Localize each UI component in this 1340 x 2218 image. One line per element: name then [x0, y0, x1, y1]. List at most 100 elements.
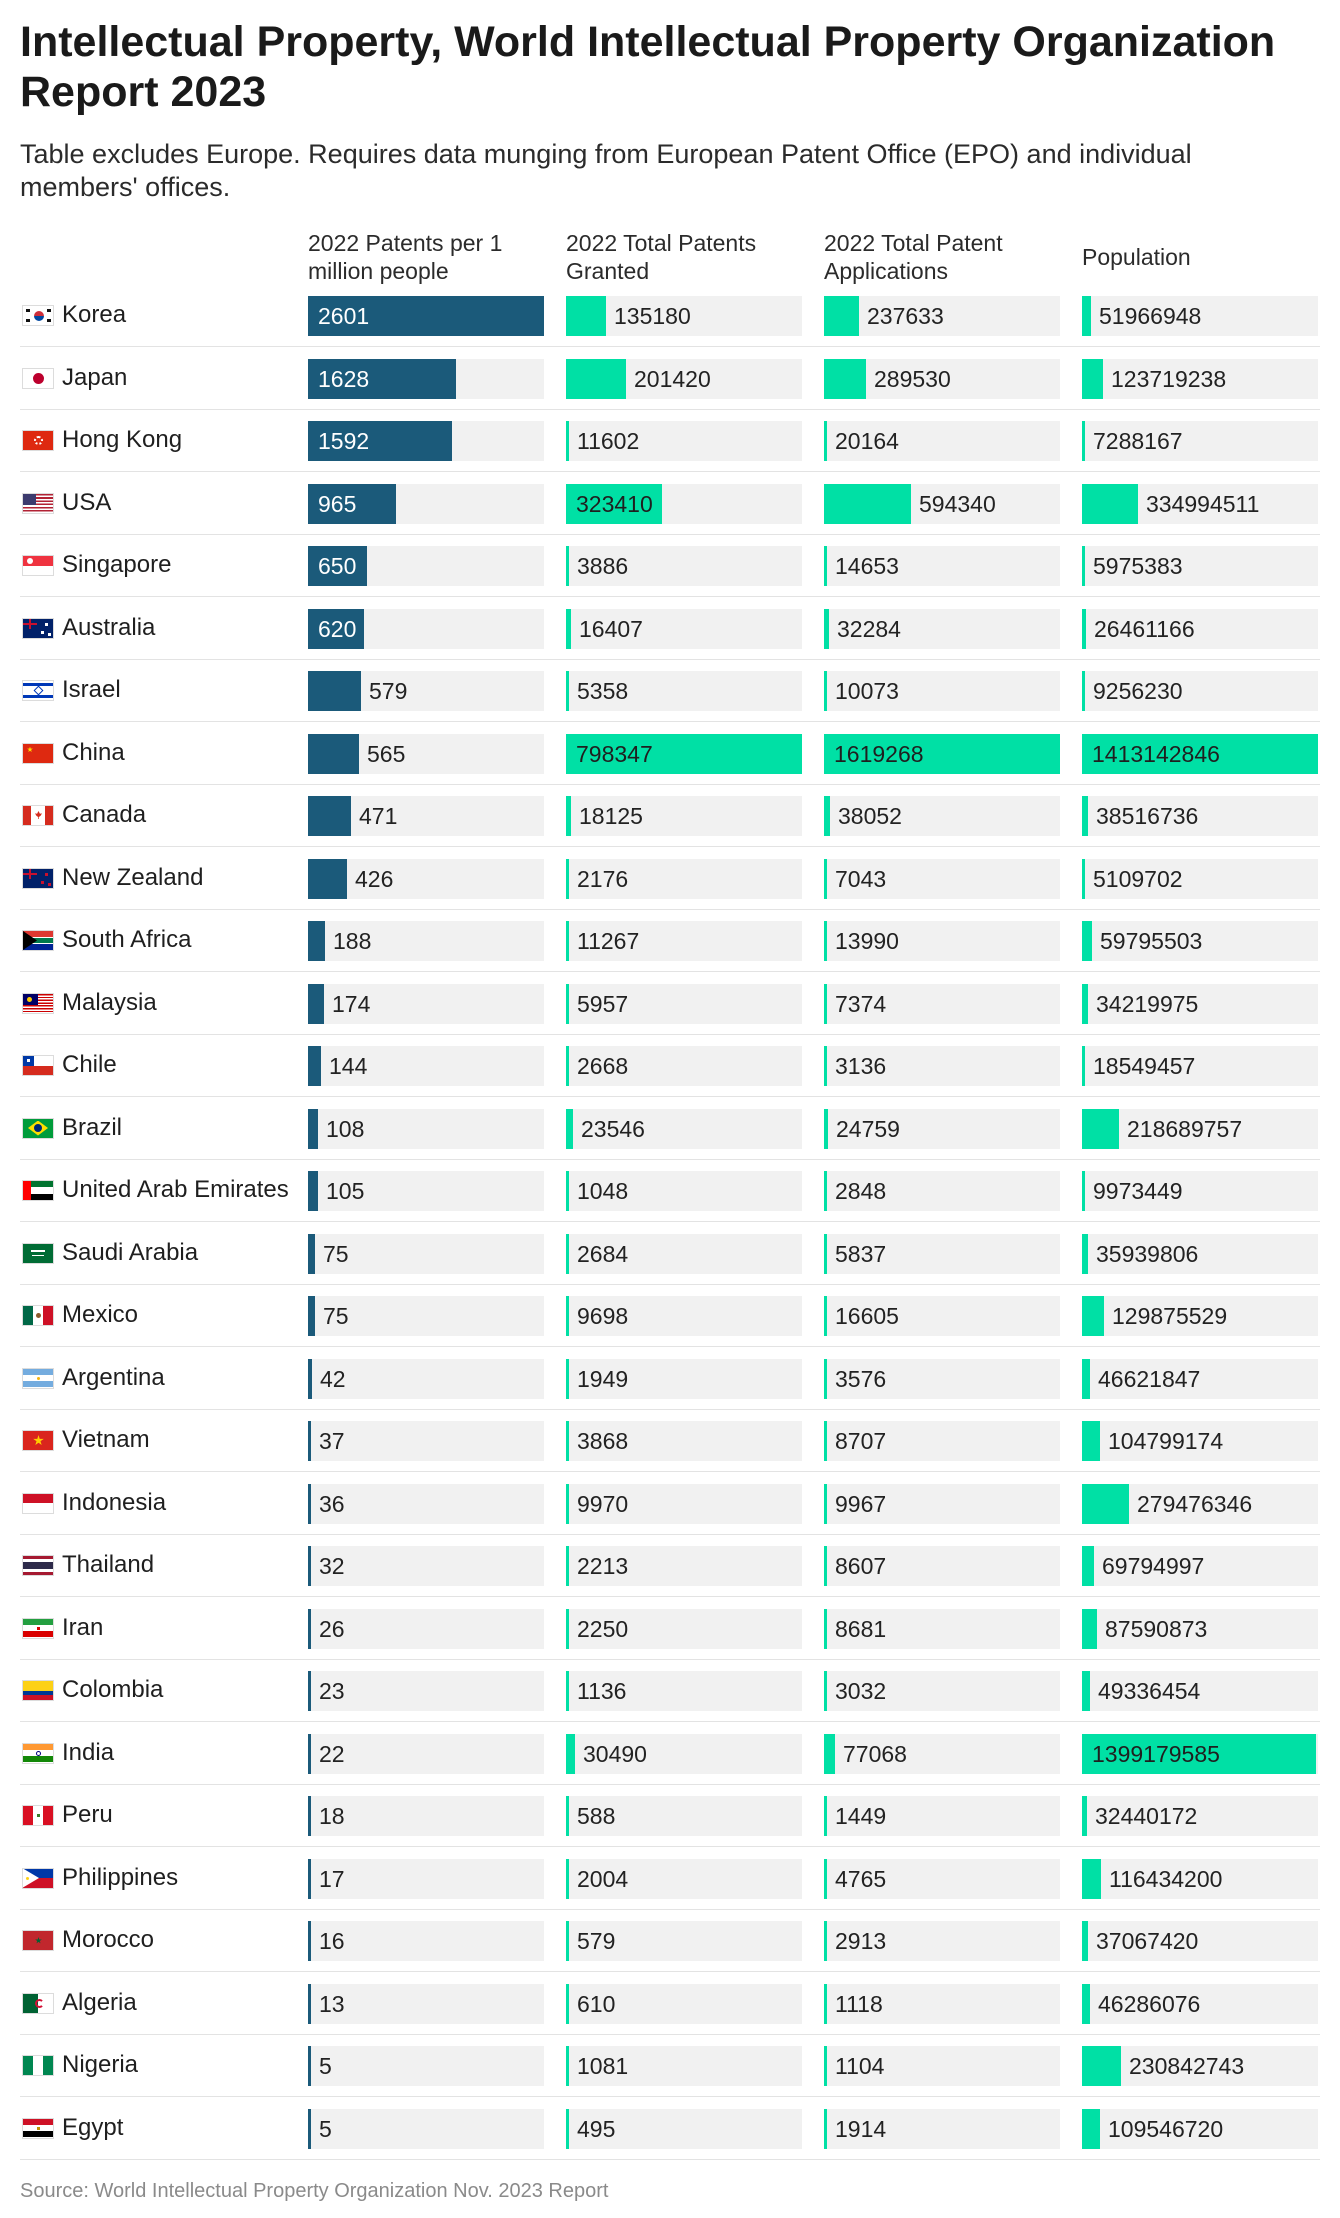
bar-per_million: [308, 1296, 315, 1336]
cell-applications: 20164: [824, 421, 1060, 461]
cell-granted: 2250: [566, 1608, 802, 1649]
cell-per_million: 108: [308, 1108, 544, 1149]
value-label-population: 5109702: [1093, 865, 1183, 892]
cell-population: 51966948: [1082, 296, 1318, 336]
cell-per_million: 105: [308, 1171, 544, 1211]
cell-granted: 5957: [566, 983, 802, 1024]
value-label-population: 46621847: [1098, 1365, 1201, 1392]
bar-granted: [566, 1483, 569, 1524]
uae-flag-icon: [22, 1180, 54, 1201]
value-label-applications: 16605: [835, 1303, 899, 1329]
cell-applications: 8607: [824, 1546, 1060, 1586]
country-label: Saudi Arabia: [62, 1238, 199, 1266]
bar-per_million: [308, 2046, 311, 2086]
cell-population: 32440172: [1082, 1796, 1318, 1836]
value-label-per_million: 426: [355, 865, 394, 892]
cell-per_million: 26: [308, 1608, 544, 1649]
cell-granted: 2213: [566, 1546, 802, 1586]
table-row: Iran 26 2250 8681 87590873: [20, 1597, 1320, 1660]
country-label: Australia: [62, 613, 156, 641]
value-label-applications: 3032: [835, 1678, 887, 1704]
cell-applications: 5837: [824, 1233, 1060, 1274]
cell-granted: 2668: [566, 1046, 802, 1086]
bar-applications: [824, 1171, 827, 1211]
value-label-applications: 3576: [835, 1365, 887, 1392]
cell-applications: 1914: [824, 2108, 1060, 2149]
bar-granted: [566, 983, 569, 1024]
country-label: Algeria: [62, 1988, 137, 2016]
cell-applications: 3136: [824, 1046, 1060, 1086]
country-label: Thailand: [62, 1551, 155, 1578]
country-label: Hong Kong: [62, 426, 183, 453]
country-label: Colombia: [62, 1676, 164, 1703]
table-row: Brazil 108 23546 24759 218689757: [20, 1097, 1320, 1160]
value-label-granted: 9970: [577, 1490, 629, 1517]
iran-flag-icon: [22, 1617, 54, 1639]
value-label-per_million: 18: [319, 1803, 345, 1829]
cell-population: 116434200: [1082, 1858, 1318, 1899]
value-label-applications: 3136: [835, 1053, 887, 1079]
value-label-per_million: 75: [323, 1303, 349, 1329]
chile-flag-icon: [22, 1055, 54, 1076]
cell-granted: 2004: [566, 1858, 802, 1899]
saudi-arabia-flag-icon: [22, 1242, 54, 1264]
bar-population: [1082, 608, 1086, 649]
india-flag-icon: [22, 1742, 54, 1764]
chart-title: Intellectual Property, World Intellectua…: [20, 18, 1276, 116]
table-row: Chile 144 2668 3136 18549457: [20, 1034, 1320, 1097]
japan-flag-icon: [22, 367, 54, 389]
cell-granted: 2684: [566, 1233, 802, 1274]
country-label: New Zealand: [62, 863, 204, 891]
cell-granted: 23546: [566, 1108, 802, 1149]
bar-per_million: [308, 1421, 311, 1461]
value-label-applications: 8707: [835, 1428, 887, 1454]
value-label-granted: 2213: [577, 1553, 629, 1579]
mexico-flag-icon: [22, 1305, 54, 1326]
bar-population: [1082, 1358, 1090, 1399]
value-label-granted: 1949: [577, 1365, 629, 1392]
korea-flag-icon: [22, 305, 54, 326]
value-label-population: 109546720: [1108, 2115, 1224, 2142]
cell-per_million: 174: [308, 983, 544, 1024]
country-label: Peru: [62, 1801, 113, 1828]
cell-per_million: 2601: [308, 296, 544, 336]
cell-per_million: 5: [308, 2108, 544, 2149]
bar-per_million: [308, 1171, 318, 1211]
value-label-granted: 2250: [577, 1615, 629, 1642]
bar-per_million: [308, 1858, 311, 1899]
value-label-applications: 5837: [835, 1240, 887, 1267]
bar-per_million: [308, 608, 364, 649]
country-label: United Arab Emirates: [62, 1176, 289, 1203]
cell-applications: 1118: [824, 1983, 1060, 2024]
bar-applications: [824, 983, 827, 1024]
bar-applications: [824, 1483, 827, 1524]
cell-granted: 3886: [566, 546, 802, 586]
cell-population: 34219975: [1082, 983, 1318, 1024]
table-row: Korea 2601 135180 237633 51966948: [20, 284, 1320, 347]
country-label: Brazil: [62, 1113, 123, 1141]
cell-population: 38516736: [1082, 796, 1318, 836]
bar-per_million: [308, 671, 361, 711]
bar-population: [1082, 1796, 1087, 1836]
bar-population: [1082, 358, 1103, 399]
cell-granted: 201420: [566, 358, 802, 399]
table-row: Peru 18 588 1449 32440172: [20, 1784, 1320, 1847]
bar-population: [1082, 921, 1092, 961]
indonesia-flag-icon: [22, 1492, 54, 1514]
bar-population: [1082, 1108, 1119, 1149]
value-label-population: 26461166: [1094, 615, 1195, 642]
column-header-population: Population: [1082, 244, 1191, 270]
country-label: USA: [62, 488, 112, 516]
algeria-flag-icon: [22, 1992, 54, 2014]
cell-per_million: 32: [308, 1546, 544, 1586]
value-label-granted: 18125: [579, 803, 643, 829]
bar-population: [1082, 1483, 1129, 1524]
bar-per_million: [308, 296, 544, 336]
israel-flag-icon: [22, 680, 54, 701]
value-label-applications: 7043: [835, 865, 887, 892]
cell-per_million: 579: [308, 671, 544, 711]
bar-granted: [566, 1296, 569, 1336]
bar-applications: [824, 1296, 827, 1336]
cell-population: 9256230: [1082, 671, 1318, 711]
bar-population: [1082, 1046, 1085, 1086]
